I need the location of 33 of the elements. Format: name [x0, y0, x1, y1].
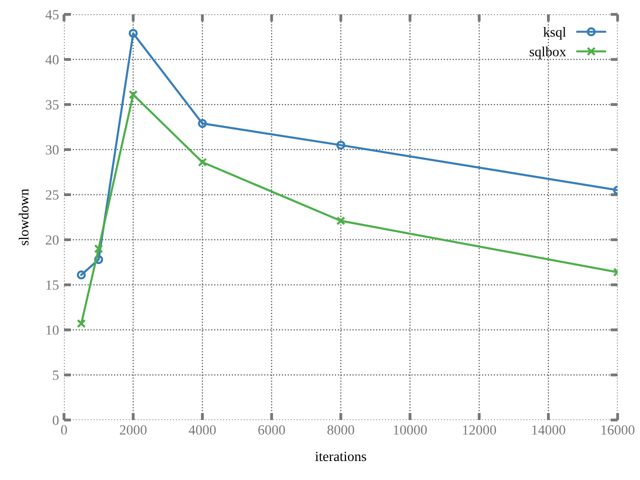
y-tick-label: 40 — [46, 55, 59, 64]
x-tick-label: 0 — [61, 425, 67, 435]
y-tick-label: 30 — [46, 145, 59, 155]
point — [94, 244, 104, 254]
y-tick-label: 10 — [46, 325, 59, 335]
x-tick-label: 10000 — [394, 425, 427, 435]
x-tick-label: 6000 — [258, 425, 285, 435]
x-axis-title: iterations — [315, 452, 366, 462]
y-tick-label: 25 — [46, 190, 59, 200]
y-tick-label: 0 — [52, 416, 59, 425]
legend-label: ksql — [543, 26, 566, 40]
y-tick-label: 20 — [46, 235, 59, 245]
x-tick-label: 4000 — [188, 425, 216, 435]
point — [198, 158, 207, 167]
x-tick-label: 2000 — [120, 425, 147, 435]
y-tick-label: 35 — [46, 100, 59, 110]
x-tick-label: 12000 — [463, 425, 496, 435]
point — [198, 118, 207, 128]
x-tick-label: 8000 — [327, 425, 354, 435]
y-tick-label: 15 — [46, 280, 59, 290]
legend-label: sqlbox — [530, 46, 566, 60]
point — [94, 255, 104, 264]
point — [76, 319, 86, 328]
point — [76, 270, 86, 280]
x-tick-label: 16000 — [601, 425, 634, 435]
x-tick-label: 14000 — [532, 425, 566, 435]
point — [128, 90, 138, 100]
y-axis-title: slowdown — [18, 188, 29, 246]
point — [128, 28, 138, 38]
y-tick-label: 45 — [46, 10, 59, 20]
point — [336, 140, 346, 150]
y-tick-label: 5 — [53, 370, 59, 380]
point — [336, 216, 346, 226]
